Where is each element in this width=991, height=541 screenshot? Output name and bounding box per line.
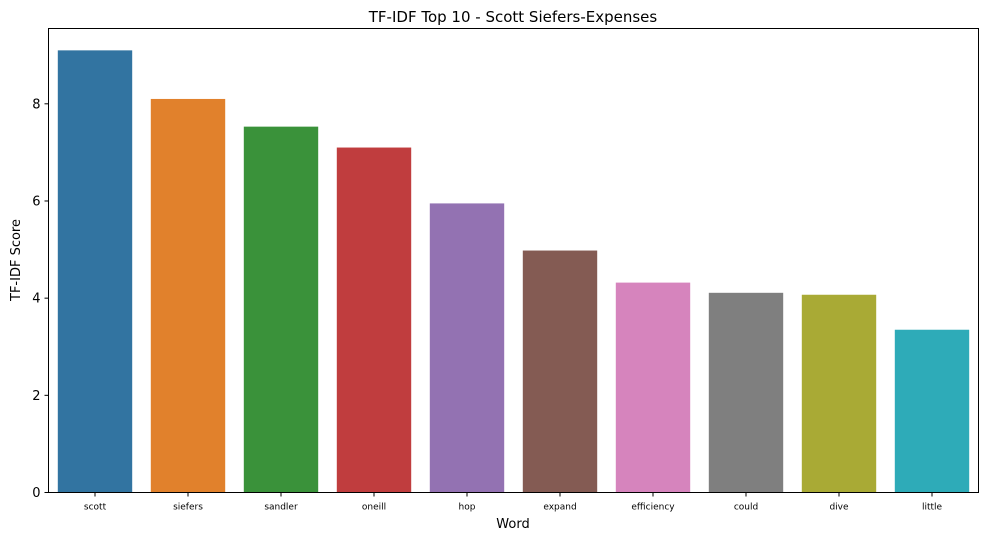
y-axis-title: TF-IDF Score: [9, 219, 24, 302]
bar-oneill: [336, 147, 412, 493]
bar-could: [708, 292, 784, 493]
x-tick-label: hop: [459, 503, 476, 513]
x-tick-label: oneill: [362, 503, 386, 513]
x-axis-ticks: scott siefers sandler oneill hop expand effici…: [84, 492, 943, 513]
x-axis-title: Word: [496, 517, 529, 532]
y-tick-label: 6: [32, 194, 40, 209]
bar-sandler: [243, 126, 319, 493]
bar-scott: [57, 50, 133, 493]
y-axis-ticks: 0 2 4 6 8: [32, 97, 49, 501]
plot-frame: [48, 28, 979, 493]
y-tick-label: 2: [32, 389, 40, 404]
x-tick-label: scott: [84, 503, 107, 513]
bar-hop: [429, 203, 505, 493]
x-tick-label: expand: [543, 503, 576, 513]
x-tick-label: dive: [829, 503, 849, 513]
y-tick-label: 4: [32, 292, 40, 307]
chart-title: TF-IDF Top 10 - Scott Siefers-Expenses: [368, 8, 658, 26]
x-tick-label: efficiency: [631, 503, 675, 513]
bar-siefers: [150, 98, 226, 493]
bar-expand: [522, 250, 598, 493]
bar-efficiency: [615, 282, 691, 493]
y-tick-label: 0: [32, 486, 40, 501]
y-tick-label: 8: [32, 97, 40, 112]
bars-group: [57, 50, 970, 493]
bar-dive: [801, 294, 877, 493]
x-tick-label: siefers: [173, 503, 203, 513]
x-tick-label: little: [922, 503, 943, 513]
x-tick-label: sandler: [264, 503, 298, 513]
bar-little: [894, 329, 970, 493]
x-tick-label: could: [734, 503, 758, 513]
